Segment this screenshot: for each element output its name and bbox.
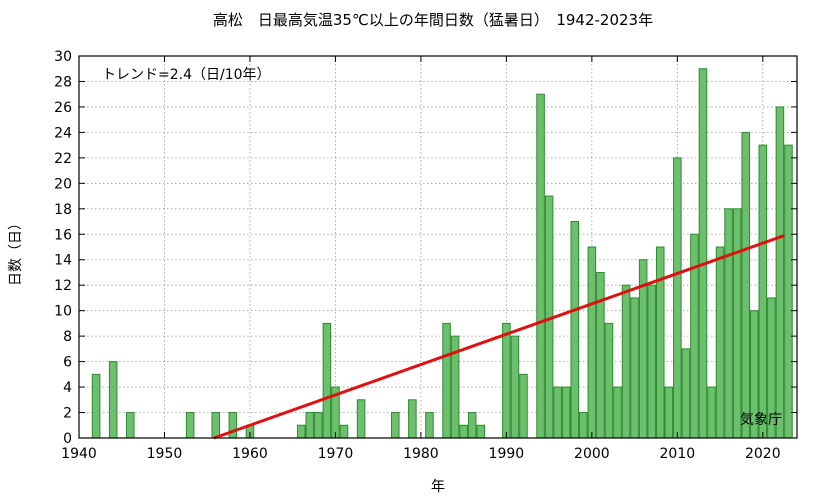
x-tick-label: 2020 bbox=[745, 446, 781, 462]
x-tick-label: 1950 bbox=[147, 446, 183, 462]
bar bbox=[519, 373, 528, 439]
bar bbox=[587, 246, 597, 439]
bar bbox=[715, 246, 725, 439]
bar bbox=[775, 106, 785, 439]
bar bbox=[553, 386, 562, 439]
y-tick-label: 18 bbox=[54, 202, 72, 218]
y-tick-label: 16 bbox=[54, 227, 72, 243]
bar bbox=[698, 68, 708, 439]
bar bbox=[476, 424, 486, 439]
bar bbox=[647, 284, 656, 439]
bar bbox=[467, 412, 477, 439]
x-tick-labels: 1940 1950 1960 1970 1980 1990 2000 2010 2020 bbox=[61, 446, 780, 462]
x-tick-label: 1940 bbox=[61, 446, 97, 462]
bar bbox=[673, 157, 682, 439]
bar bbox=[211, 412, 221, 439]
y-axis-label: 日数（日） bbox=[8, 216, 24, 286]
bar bbox=[784, 144, 793, 439]
bar bbox=[579, 412, 588, 439]
bar bbox=[690, 233, 699, 439]
y-tick-label: 28 bbox=[54, 74, 72, 90]
bar bbox=[442, 322, 451, 439]
y-tick-label: 22 bbox=[54, 151, 72, 167]
bar bbox=[724, 208, 733, 439]
bar bbox=[630, 297, 639, 439]
x-tick-label: 1980 bbox=[403, 446, 439, 462]
x-tick-label: 2010 bbox=[660, 446, 696, 462]
y-tick-label: 12 bbox=[54, 278, 72, 294]
x-axis-label: 年 bbox=[431, 479, 445, 495]
bar bbox=[681, 348, 691, 439]
bar bbox=[126, 412, 135, 439]
plot-frame bbox=[78, 55, 798, 439]
bar bbox=[596, 271, 605, 439]
bar bbox=[570, 221, 580, 439]
bar bbox=[339, 424, 349, 439]
bar bbox=[390, 412, 400, 439]
y-tick-label: 30 bbox=[54, 49, 72, 65]
bar bbox=[322, 322, 332, 439]
bar bbox=[707, 386, 716, 439]
axis-ticks bbox=[78, 55, 797, 439]
bar bbox=[510, 335, 520, 439]
x-tick-label: 1970 bbox=[318, 446, 354, 462]
x-tick-label: 2000 bbox=[574, 446, 610, 462]
bar bbox=[91, 373, 101, 439]
y-tick-label: 20 bbox=[54, 176, 72, 192]
bar bbox=[502, 322, 511, 439]
bar bbox=[561, 386, 571, 439]
bar bbox=[732, 208, 742, 439]
y-tick-label: 24 bbox=[54, 125, 72, 141]
chart-title: 高松 日最高気温35℃以上の年間日数（猛暑日） 1942-2023年 bbox=[213, 11, 653, 29]
x-tick-label: 1990 bbox=[489, 446, 525, 462]
bars bbox=[91, 68, 793, 439]
bar bbox=[296, 424, 306, 439]
bar bbox=[108, 361, 118, 439]
bar bbox=[741, 131, 750, 439]
bar bbox=[185, 412, 195, 439]
trend-annotation: トレンド=2.4（日/10年） bbox=[102, 67, 271, 83]
bar bbox=[408, 399, 417, 439]
bar bbox=[655, 246, 665, 439]
bar bbox=[664, 386, 674, 439]
bar bbox=[613, 386, 622, 439]
y-tick-label: 26 bbox=[54, 100, 72, 116]
bar bbox=[536, 93, 545, 439]
y-tick-label: 0 bbox=[63, 431, 72, 447]
y-tick-label: 14 bbox=[54, 253, 72, 269]
bar bbox=[314, 412, 323, 439]
y-tick-label: 8 bbox=[63, 329, 72, 345]
x-tick-label: 1960 bbox=[232, 446, 268, 462]
y-tick-label: 2 bbox=[63, 406, 72, 422]
bar bbox=[758, 144, 768, 439]
bar bbox=[604, 322, 614, 439]
y-tick-label: 6 bbox=[63, 355, 72, 371]
y-tick-label: 10 bbox=[54, 304, 72, 320]
bar bbox=[459, 424, 468, 439]
y-tick-label: 4 bbox=[63, 380, 72, 396]
bar bbox=[356, 399, 366, 439]
trend-line bbox=[213, 234, 785, 440]
bar bbox=[621, 284, 631, 439]
source-label: 気象庁 bbox=[740, 412, 782, 428]
bar bbox=[305, 412, 315, 439]
bar bbox=[228, 412, 238, 439]
bar bbox=[425, 412, 434, 439]
trend-line-group bbox=[213, 234, 785, 440]
